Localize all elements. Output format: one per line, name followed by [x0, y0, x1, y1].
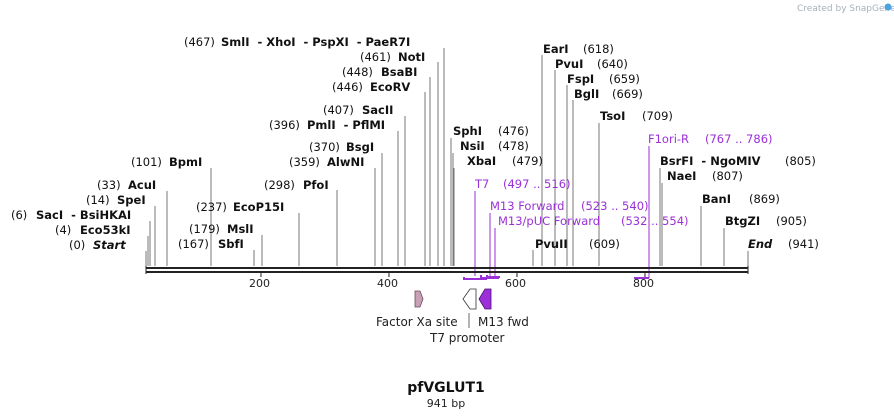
site-pos-448: (448): [342, 65, 373, 79]
feature-label-factor-xa: Factor Xa site: [376, 315, 458, 329]
site-name-naei[interactable]: NaeI: [667, 169, 696, 183]
site-pos-237: (237): [196, 200, 227, 214]
site-pos-659: (659): [609, 72, 640, 86]
site-labels-right: EarI (618) PvuI (640) FspI (659) BglI (6…: [453, 42, 819, 251]
site-pos-869: (869): [749, 192, 780, 206]
site-pos-359: (359): [289, 155, 320, 169]
site-pos-446: (446): [332, 80, 363, 94]
site-name-bgli[interactable]: BglI: [574, 87, 599, 101]
site-pos-396: (396): [269, 118, 300, 132]
site-name-sphi[interactable]: SphI: [453, 124, 482, 138]
site-name-spei[interactable]: SpeI: [117, 193, 146, 207]
site-pos-640: (640): [597, 57, 628, 71]
primer-name-m13-forward[interactable]: M13 Forward: [490, 199, 564, 213]
site-name-ecorv[interactable]: EcoRV: [370, 80, 410, 94]
site-name-fspi[interactable]: FspI: [567, 72, 594, 86]
site-pos-33: (33): [97, 178, 121, 192]
primer-range-m13-puc-forward: (532 .. 554): [621, 214, 689, 228]
site-name-acui[interactable]: AcuI: [128, 178, 156, 192]
site-name-nsii[interactable]: NsiI: [460, 139, 485, 153]
brand-text: Created by SnapGene: [797, 4, 894, 14]
site-pos-805: (805): [785, 154, 816, 168]
site-name-eari[interactable]: EarI: [543, 42, 569, 56]
site-pos-905: (905): [776, 214, 807, 228]
axis-tick-800: 800: [633, 277, 654, 290]
site-pos-370: (370): [309, 140, 340, 154]
site-name-ecop15i[interactable]: EcoP15I: [233, 200, 284, 214]
site-name-sacii[interactable]: SacII: [362, 103, 393, 117]
t7-promoter-arrow[interactable]: [462, 288, 477, 310]
backbone: [145, 266, 749, 277]
axis-tick-200: 200: [249, 277, 270, 290]
feature-label-t7-promoter: T7 promoter: [429, 331, 505, 345]
site-pos-6: (6): [11, 208, 27, 222]
site-pos-179: (179): [189, 222, 220, 236]
site-name-bsgi[interactable]: BsgI: [346, 140, 374, 154]
primer-range-m13-forward: (523 .. 540): [581, 199, 649, 213]
plasmid-length: 941 bp: [427, 397, 465, 410]
site-name-noti[interactable]: NotI: [398, 50, 425, 64]
site-name-pvuii[interactable]: PvuII: [535, 237, 568, 251]
site-pos-941: (941): [788, 237, 819, 251]
site-name-pmli-pflmi[interactable]: PmlI - PflMI: [307, 118, 385, 132]
site-name-pvui[interactable]: PvuI: [555, 57, 583, 71]
m13-fwd-arrow[interactable]: [478, 288, 492, 310]
site-pos-407: (407): [323, 103, 354, 117]
primer-name-t7[interactable]: T7: [474, 177, 489, 191]
primer-binding-marks: [463, 275, 649, 280]
axis-tick-600: 600: [505, 277, 526, 290]
site-name-start[interactable]: Start: [93, 238, 126, 252]
site-name-pfoi[interactable]: PfoI: [303, 178, 329, 192]
site-name-smli-group[interactable]: SmlI - XhoI - PspXI - PaeR7I: [221, 35, 410, 49]
site-pos-669: (669): [612, 87, 643, 101]
site-name-saci-bsihkai[interactable]: SacI - BsiHKAI: [36, 208, 131, 222]
site-name-bsrfi-ngomiv[interactable]: BsrFI - NgoMIV: [660, 154, 761, 168]
site-name-xbai[interactable]: XbaI: [467, 154, 496, 168]
site-pos-167: (167): [178, 237, 209, 251]
site-name-eco53ki[interactable]: Eco53kI: [80, 223, 131, 237]
site-leader-lines: [145, 48, 749, 266]
site-pos-4: (4): [55, 223, 71, 237]
site-pos-101: (101): [131, 155, 162, 169]
site-pos-609: (609): [589, 237, 620, 251]
site-name-bani[interactable]: BanI: [702, 192, 731, 206]
site-name-tsoi[interactable]: TsoI: [600, 109, 625, 123]
site-labels-left: (467) SmlI - XhoI - PspXI - PaeR7I (461)…: [11, 35, 425, 252]
primer-labels: T7 (497 .. 516) M13 Forward (523 .. 540)…: [474, 132, 773, 228]
feature-label-m13-fwd: M13 fwd: [478, 315, 529, 329]
site-pos-618: (618): [583, 42, 614, 56]
site-name-btgzi[interactable]: BtgZI: [725, 214, 760, 228]
plasmid-title: pfVGLUT1: [407, 380, 485, 396]
site-name-sbfi[interactable]: SbfI: [218, 237, 244, 251]
site-pos-478: (478): [498, 139, 529, 153]
site-pos-0: (0): [69, 238, 85, 252]
site-pos-476: (476): [498, 124, 529, 138]
primer-range-f1ori-r: (767 .. 786): [705, 132, 773, 146]
site-pos-461: (461): [360, 50, 391, 64]
primer-range-t7: (497 .. 516): [503, 177, 571, 191]
site-name-msli[interactable]: MslI: [227, 222, 254, 236]
axis-tick-400: 400: [377, 277, 398, 290]
site-name-alwni[interactable]: AlwNI: [327, 155, 364, 169]
site-pos-467: (467): [184, 35, 215, 49]
primer-name-m13-puc-forward[interactable]: M13/pUC Forward: [498, 214, 600, 228]
site-name-end[interactable]: End: [748, 237, 773, 251]
site-name-bsabi[interactable]: BsaBI: [381, 65, 417, 79]
primer-name-f1ori-r[interactable]: F1ori-R: [648, 132, 689, 146]
factor-xa-arrow[interactable]: [414, 290, 424, 308]
site-pos-807: (807): [712, 169, 743, 183]
site-pos-709: (709): [642, 109, 673, 123]
snapgene-logo-icon: [884, 3, 892, 11]
site-pos-298: (298): [264, 178, 295, 192]
site-name-bpmi[interactable]: BpmI: [169, 155, 202, 169]
site-pos-479: (479): [512, 154, 543, 168]
site-pos-14: (14): [86, 193, 110, 207]
